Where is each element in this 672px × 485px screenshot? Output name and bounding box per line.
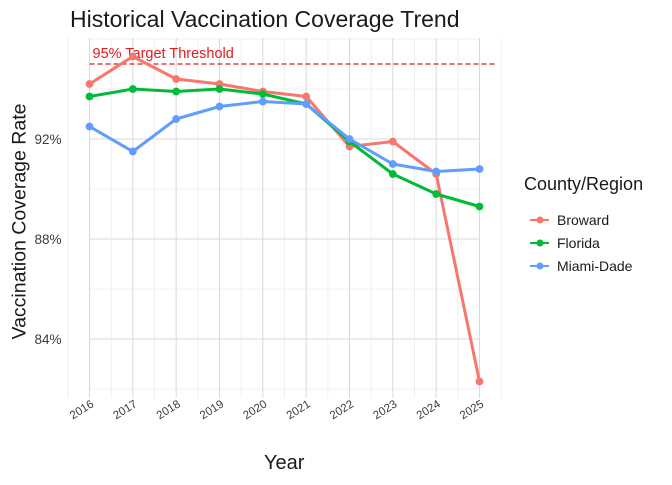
svg-text:88%: 88%	[34, 232, 61, 247]
svg-text:84%: 84%	[34, 332, 61, 347]
svg-text:92%: 92%	[34, 132, 61, 147]
svg-text:95% Target Threshold: 95% Target Threshold	[93, 46, 234, 62]
